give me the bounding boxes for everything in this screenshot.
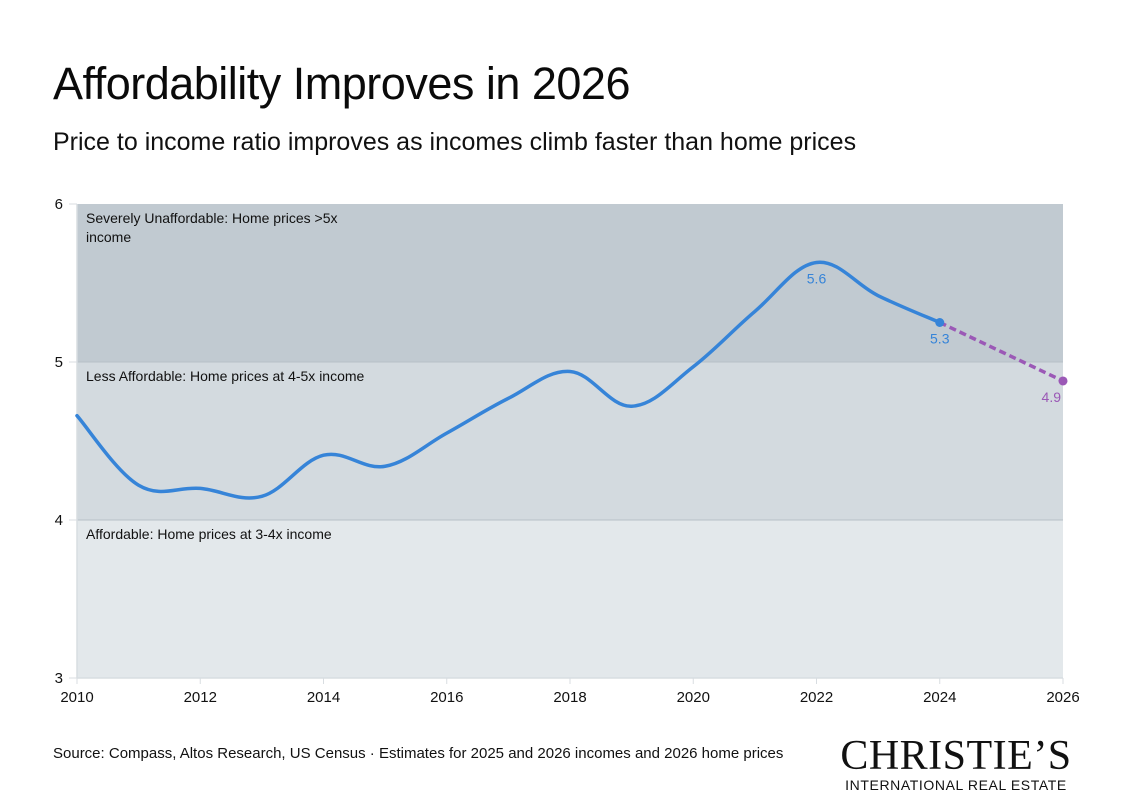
x-tick-label: 2020 <box>677 689 710 706</box>
point-marker-2026 <box>1058 376 1068 386</box>
band-label: income <box>86 229 131 245</box>
y-tick-label: 6 <box>55 196 63 213</box>
data-labels: 5.6 5.3 4.9 <box>807 270 1061 405</box>
logo-wordmark: CHRISTIE’S <box>840 733 1072 779</box>
data-label-2026: 4.9 <box>1042 389 1062 405</box>
x-tick-label: 2022 <box>800 689 833 706</box>
y-tick-label: 5 <box>55 354 63 371</box>
logo-tagline: INTERNATIONAL REAL ESTATE <box>845 777 1067 793</box>
christies-logo: CHRISTIE’S INTERNATIONAL REAL ESTATE <box>826 733 1086 793</box>
axes: 3 4 5 6 2010 2012 2014 2016 2018 2020 2022 2024 2026 <box>55 196 1080 706</box>
x-tick-label: 2010 <box>60 689 93 706</box>
point-marker-2024 <box>935 318 945 327</box>
band-label: Severely Unaffordable: Home prices >5x <box>86 210 337 226</box>
data-label-2024: 5.3 <box>930 331 950 347</box>
chart-title: Affordability Improves in 2026 <box>53 58 631 109</box>
y-tick-label: 3 <box>55 670 63 687</box>
source-note: Source: Compass, Altos Research, US Cens… <box>53 745 784 762</box>
data-label-2022: 5.6 <box>807 270 827 286</box>
x-tick-label: 2018 <box>553 689 586 706</box>
line-chart: Severely Unaffordable: Home prices >5x in… <box>55 196 1080 706</box>
x-tick-label: 2012 <box>184 689 217 706</box>
x-tick-label: 2024 <box>923 689 956 706</box>
chart-subtitle: Price to income ratio improves as income… <box>53 128 857 156</box>
band-0 <box>77 204 1063 362</box>
band-1 <box>77 362 1063 520</box>
affordability-bands: Severely Unaffordable: Home prices >5x in… <box>77 204 1063 678</box>
band-label: Less Affordable: Home prices at 4-5x inc… <box>86 368 365 384</box>
x-tick-label: 2016 <box>430 689 463 706</box>
x-tick-label: 2014 <box>307 689 340 706</box>
x-tick-label: 2026 <box>1046 689 1079 706</box>
ratio-line <box>75 260 942 500</box>
band-2 <box>77 520 1063 678</box>
y-tick-label: 4 <box>55 512 63 529</box>
series-lines <box>75 260 1068 500</box>
band-label: Affordable: Home prices at 3-4x income <box>86 526 332 542</box>
projection-line <box>939 320 1064 383</box>
